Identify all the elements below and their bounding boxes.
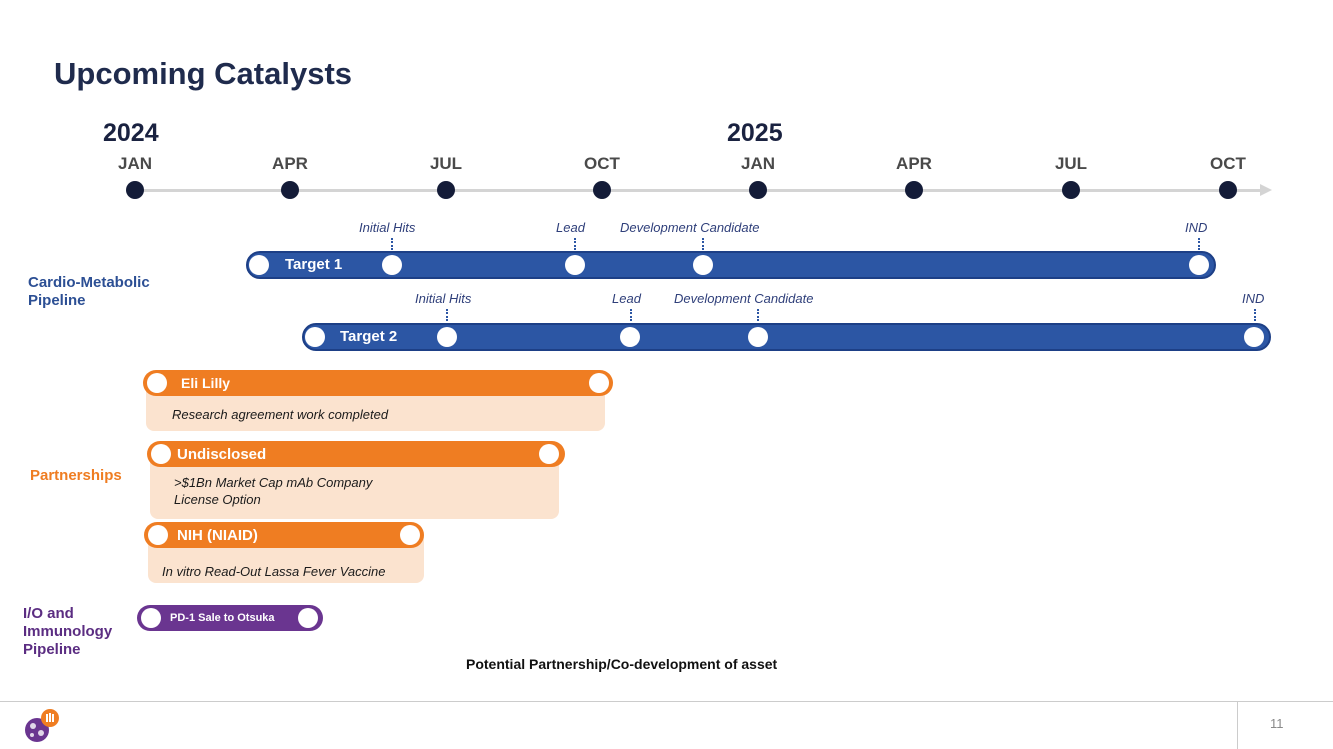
milestone-label: Lead bbox=[612, 291, 641, 306]
milestone-circle bbox=[565, 255, 585, 275]
footer-divider bbox=[0, 701, 1333, 702]
milestone-circle bbox=[748, 327, 768, 347]
timeline-dot bbox=[905, 181, 923, 199]
timeline-arrow-icon bbox=[1260, 184, 1272, 196]
bar-start-circle bbox=[147, 373, 167, 393]
footer-vertical-divider bbox=[1237, 702, 1238, 749]
timeline-dot bbox=[1062, 181, 1080, 199]
timeline-dot bbox=[1219, 181, 1237, 199]
month-label: OCT bbox=[584, 154, 620, 173]
page-title: Upcoming Catalysts bbox=[54, 56, 353, 91]
partner-note-line: License Option bbox=[174, 492, 261, 507]
milestone-circle bbox=[382, 255, 402, 275]
section-label-partnerships: Partnerships bbox=[30, 467, 122, 484]
milestone-tick bbox=[391, 238, 393, 250]
target-2-bar bbox=[302, 323, 1271, 351]
partner-note: Research agreement work completed bbox=[172, 407, 389, 422]
bar-end-circle bbox=[589, 373, 609, 393]
milestone-tick bbox=[702, 238, 704, 250]
milestone-circle bbox=[1189, 255, 1209, 275]
milestone-tick bbox=[757, 309, 759, 321]
milestone-circle bbox=[620, 327, 640, 347]
timeline-dot bbox=[749, 181, 767, 199]
partner-note-line: >$1Bn Market Cap mAb Company bbox=[174, 475, 373, 490]
bar-start-circle bbox=[305, 327, 325, 347]
target-1-label: Target 1 bbox=[285, 256, 343, 273]
target-1-bar bbox=[246, 251, 1216, 279]
milestone-tick bbox=[630, 309, 632, 321]
timeline-dot bbox=[437, 181, 455, 199]
milestone-label: Initial Hits bbox=[359, 220, 416, 235]
bar-end-circle bbox=[298, 608, 318, 628]
page-number: 11 bbox=[1270, 716, 1284, 731]
bar-start-circle bbox=[141, 608, 161, 628]
month-label: JAN bbox=[740, 154, 775, 173]
milestone-label: IND bbox=[1242, 291, 1265, 306]
milestone-label: IND bbox=[1185, 220, 1208, 235]
partner-bar-nih bbox=[144, 522, 424, 548]
timeline-dot bbox=[281, 181, 299, 199]
timeline-axis bbox=[134, 189, 1264, 192]
bar-start-circle bbox=[148, 525, 168, 545]
month-label: OCT bbox=[1210, 154, 1246, 173]
milestone-label: Development Candidate bbox=[620, 220, 760, 235]
partner-label: NIH (NIAID) bbox=[177, 527, 258, 544]
section-label-cardio: Cardio-Metabolic Pipeline bbox=[28, 274, 150, 309]
partner-bar-eli-lilly bbox=[143, 370, 613, 396]
milestone-tick bbox=[1198, 238, 1200, 250]
milestone-circle bbox=[1244, 327, 1264, 347]
bar-end-circle bbox=[539, 444, 559, 464]
io-bar-label: PD-1 Sale to Otsuka bbox=[170, 612, 275, 624]
bar-start-circle bbox=[249, 255, 269, 275]
partner-note: In vitro Read-Out Lassa Fever Vaccine bbox=[162, 564, 386, 579]
chart-caption: Potential Partnership/Co-development of … bbox=[466, 656, 778, 672]
year-label-2025: 2025 bbox=[727, 119, 783, 147]
milestone-label: Lead bbox=[556, 220, 585, 235]
milestone-label: Initial Hits bbox=[415, 291, 472, 306]
milestone-circle bbox=[437, 327, 457, 347]
timeline-dot bbox=[593, 181, 611, 199]
milestone-tick bbox=[574, 238, 576, 250]
section-label-io: I/O and Immunology Pipeline bbox=[23, 605, 113, 658]
month-label: APR bbox=[896, 154, 932, 173]
milestone-circle bbox=[693, 255, 713, 275]
month-label: APR bbox=[272, 154, 308, 173]
partner-label: Eli Lilly bbox=[181, 375, 231, 391]
timeline-dot bbox=[126, 181, 144, 199]
month-label: JUL bbox=[1054, 154, 1088, 173]
io-bar-pd1 bbox=[137, 605, 323, 631]
company-logo-icon bbox=[22, 708, 64, 744]
milestone-label: Development Candidate bbox=[674, 291, 814, 306]
bar-start-circle bbox=[151, 444, 171, 464]
milestone-tick bbox=[1254, 309, 1256, 321]
target-2-label: Target 2 bbox=[340, 328, 398, 345]
partner-bar-undisclosed bbox=[147, 441, 565, 467]
bar-end-circle bbox=[400, 525, 420, 545]
partner-label: Undisclosed bbox=[177, 446, 267, 463]
month-label: JUL bbox=[429, 154, 463, 173]
month-label: JAN bbox=[117, 154, 152, 173]
milestone-tick bbox=[446, 309, 448, 321]
year-label-2024: 2024 bbox=[103, 119, 159, 147]
